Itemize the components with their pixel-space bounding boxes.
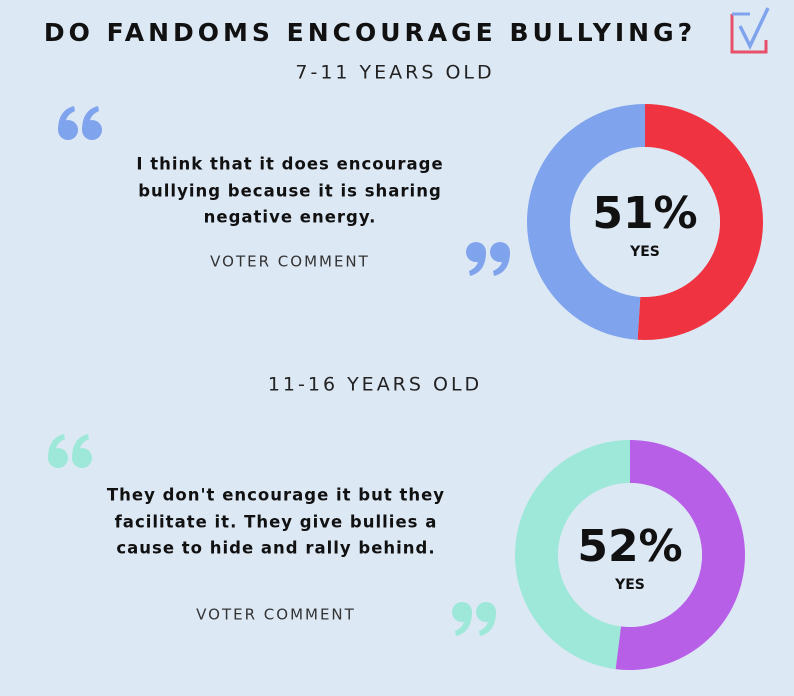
donut-segment bbox=[615, 440, 745, 670]
donut-hole bbox=[558, 483, 702, 627]
comment-label: VOTER COMMENT bbox=[196, 606, 356, 624]
comment-line: negative energy. bbox=[204, 208, 377, 227]
donut-segment bbox=[527, 104, 645, 340]
center-category: YES bbox=[629, 244, 660, 260]
title: DO FANDOMS ENCOURAGE BULLYING? bbox=[44, 18, 696, 47]
center-value: 52% bbox=[577, 521, 682, 572]
close-quote bbox=[452, 602, 496, 636]
open-quote bbox=[48, 434, 92, 468]
subtitle: 7-11 YEARS OLD bbox=[295, 62, 494, 84]
logo bbox=[730, 7, 770, 54]
comment-label: VOTER COMMENT bbox=[210, 253, 370, 271]
donut-segment bbox=[514, 439, 630, 670]
comment-line: I think that it does encourage bbox=[136, 155, 443, 174]
center-value: 51% bbox=[592, 188, 697, 239]
donut-hole bbox=[570, 147, 720, 297]
comment-line: cause to hide and rally behind. bbox=[116, 539, 435, 558]
donut-segment bbox=[637, 104, 764, 340]
comment-line: bullying because it is sharing bbox=[138, 182, 442, 201]
center-category: YES bbox=[614, 577, 645, 593]
comment-line: They don't encourage it but they bbox=[107, 486, 445, 505]
subtitle: 11-16 YEARS OLD bbox=[268, 374, 482, 396]
comment-line: facilitate it. They give bullies a bbox=[115, 513, 438, 532]
open-quote bbox=[58, 106, 102, 140]
close-quote bbox=[466, 242, 510, 276]
